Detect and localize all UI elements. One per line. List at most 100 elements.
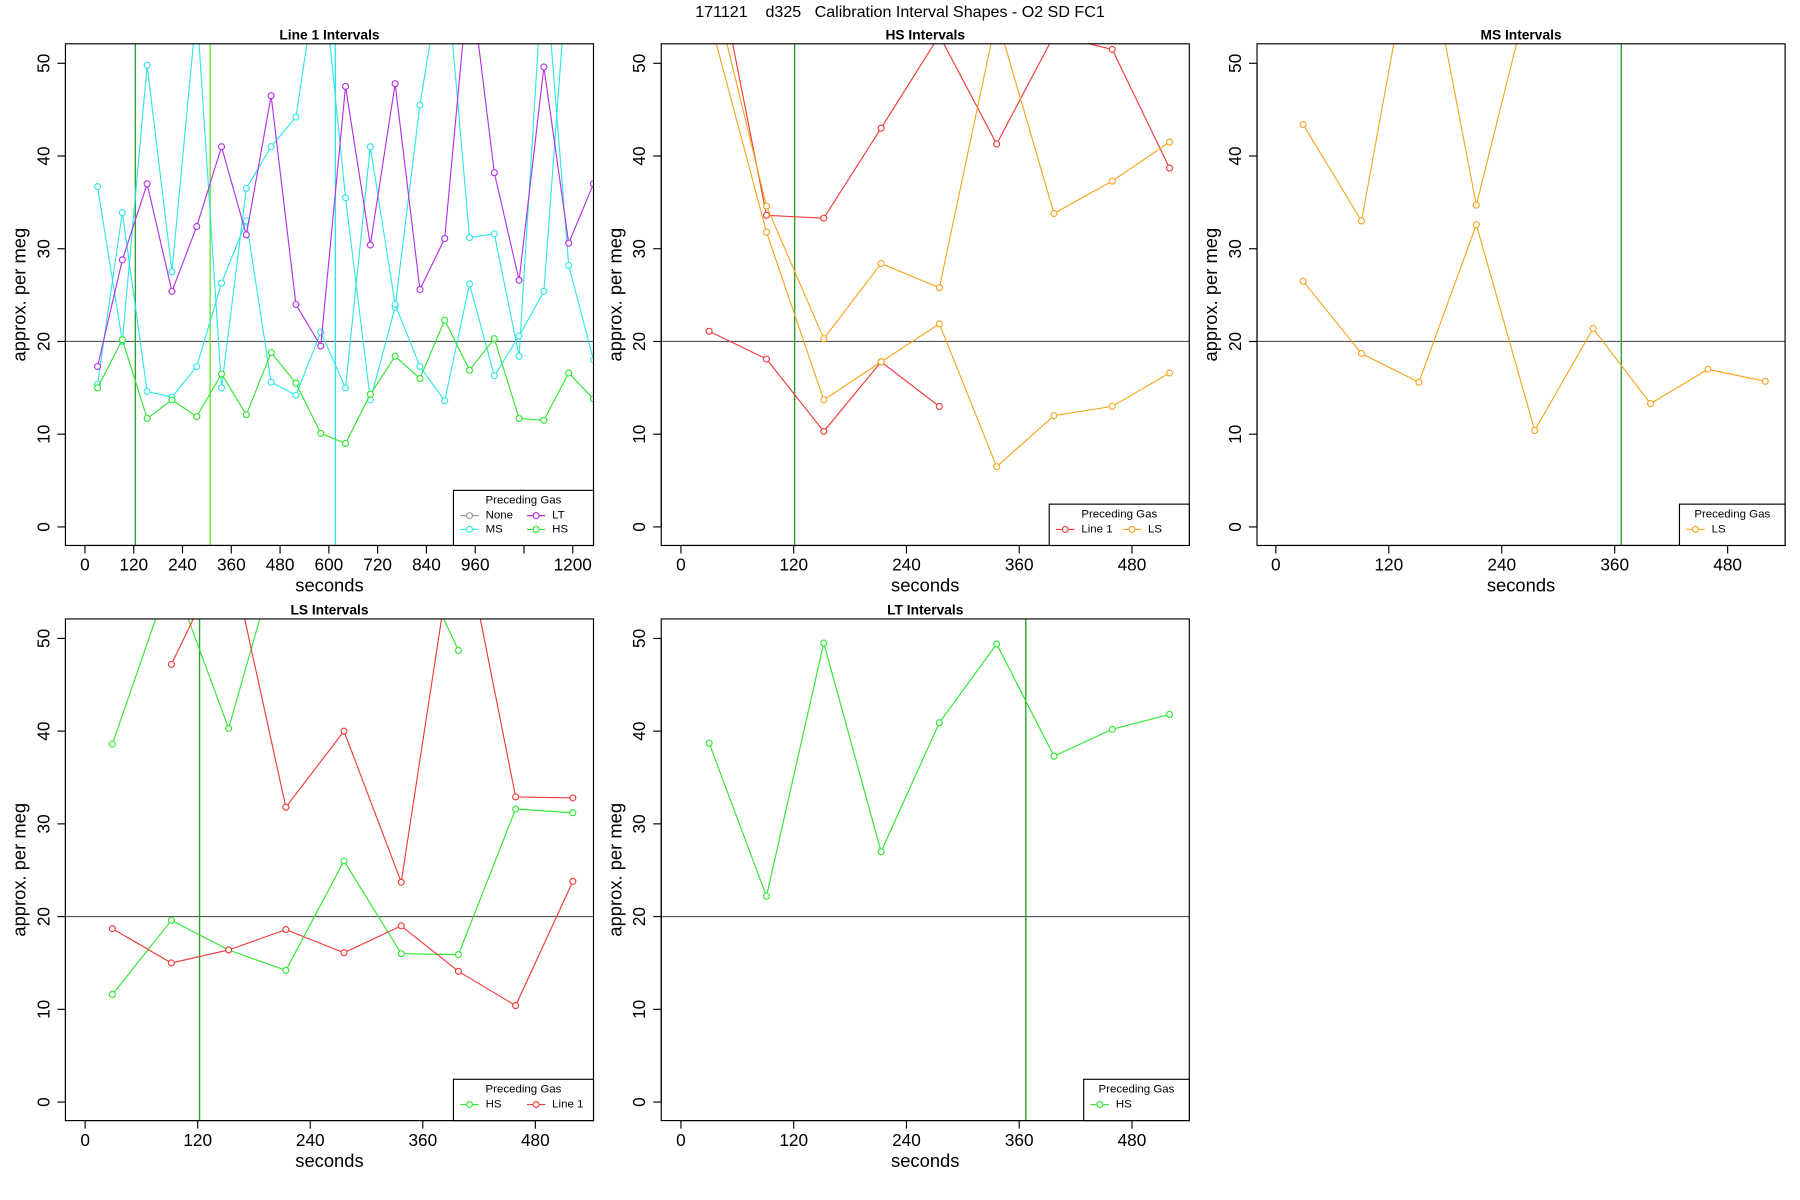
legend-box <box>452 489 595 547</box>
legend: Preceding Gas HS <box>1083 1078 1190 1122</box>
data-point <box>1589 324 1597 333</box>
y-tick-label: 20 <box>629 907 649 926</box>
data-point <box>108 990 116 999</box>
data-point <box>217 384 226 392</box>
data-point <box>1472 221 1480 229</box>
series-layer <box>1299 43 1769 435</box>
plot-frame <box>1256 43 1786 547</box>
data-point <box>143 180 151 188</box>
x-tick-label: 240 <box>296 1130 325 1150</box>
data-point <box>168 287 176 295</box>
x-axis-label: seconds <box>295 1150 363 1171</box>
y-axis-label: approx. per meg <box>604 803 625 937</box>
data-point <box>877 124 885 132</box>
data-point <box>167 660 175 668</box>
data-point <box>705 327 713 335</box>
data-point <box>341 82 350 91</box>
data-point <box>762 355 771 363</box>
legend-label: MS <box>486 523 504 535</box>
data-point <box>993 463 1001 471</box>
legend-label: Line 1 <box>1081 523 1112 535</box>
y-tick-label: 10 <box>33 1000 53 1019</box>
legend-box <box>452 1078 595 1122</box>
y-tick-label: 20 <box>1225 332 1245 351</box>
y-tick-label: 40 <box>629 722 649 741</box>
data-point <box>820 396 828 404</box>
series-layer <box>705 43 1174 471</box>
data-point <box>416 362 424 371</box>
y-tick-label: 50 <box>1225 54 1245 73</box>
data-point <box>1299 120 1307 129</box>
x-axis-label: seconds <box>295 575 363 596</box>
legend-label: Line 1 <box>552 1099 583 1111</box>
legend-title: Preceding Gas <box>1099 1084 1175 1096</box>
legend-title: Preceding Gas <box>1694 509 1770 521</box>
legend: Preceding Gas Line 1 LS <box>1048 503 1190 547</box>
data-point <box>267 378 275 386</box>
data-point <box>341 194 350 202</box>
legend-marker <box>1061 525 1069 533</box>
data-point <box>118 336 126 344</box>
data-point <box>1704 365 1712 373</box>
data-point <box>167 959 175 967</box>
data-point <box>441 234 449 243</box>
data-point <box>193 222 201 231</box>
y-tick-label: 0 <box>629 1097 649 1107</box>
data-point <box>1108 45 1116 53</box>
series-layer <box>93 43 594 448</box>
x-axis-label: seconds <box>1487 575 1555 596</box>
data-point <box>512 793 520 801</box>
data-point <box>225 946 233 954</box>
data-point <box>267 143 275 151</box>
legend-marker <box>1128 525 1136 533</box>
panel: LT Intervals seconds approx. per meg 0 120 24… <box>604 603 1190 1171</box>
x-tick-label: 480 <box>1118 555 1147 575</box>
x-tick-label: 720 <box>363 555 392 575</box>
y-tick-label: 20 <box>629 332 649 351</box>
data-point <box>540 416 548 424</box>
data-point <box>441 316 449 324</box>
data-point <box>490 335 498 343</box>
y-tick-label: 50 <box>629 54 649 73</box>
legend-marker <box>532 1100 540 1109</box>
data-point <box>1108 402 1116 410</box>
x-tick-label: 0 <box>676 1130 686 1150</box>
data-point <box>589 395 594 403</box>
legend-label: LS <box>1148 523 1162 535</box>
panel: LS Intervals seconds approx. per meg 0 120 24… <box>9 603 595 1171</box>
data-point <box>820 427 828 435</box>
data-point <box>143 414 151 422</box>
data-point <box>515 332 523 340</box>
y-tick-label: 0 <box>629 522 649 532</box>
x-tick-label: 0 <box>80 1130 90 1150</box>
x-tick-label: 0 <box>676 555 686 575</box>
series-line <box>1302 43 1518 223</box>
plot-frame <box>660 43 1190 547</box>
legend-marker <box>1691 525 1700 533</box>
x-tick-label: 360 <box>408 1130 437 1150</box>
x-tick-label: 1200 <box>554 555 592 575</box>
data-point <box>515 276 523 284</box>
data-point <box>282 803 290 811</box>
data-point <box>292 379 300 387</box>
x-tick-label: 240 <box>892 555 921 575</box>
data-point <box>569 877 577 885</box>
data-point <box>416 285 424 294</box>
x-tick-label: 480 <box>1713 555 1742 575</box>
data-point <box>490 169 498 177</box>
legend-box <box>1678 503 1786 547</box>
data-point <box>391 352 399 360</box>
data-point <box>540 287 548 295</box>
panel-title: HS Intervals <box>885 27 965 42</box>
y-tick-label: 30 <box>1225 239 1245 258</box>
data-point <box>820 639 828 647</box>
data-point <box>993 140 1001 148</box>
data-point <box>108 740 116 748</box>
series-line <box>170 618 573 885</box>
y-tick-label: 50 <box>629 629 649 648</box>
data-point <box>877 848 885 856</box>
data-point <box>465 366 474 374</box>
y-tick-label: 10 <box>629 1000 649 1019</box>
